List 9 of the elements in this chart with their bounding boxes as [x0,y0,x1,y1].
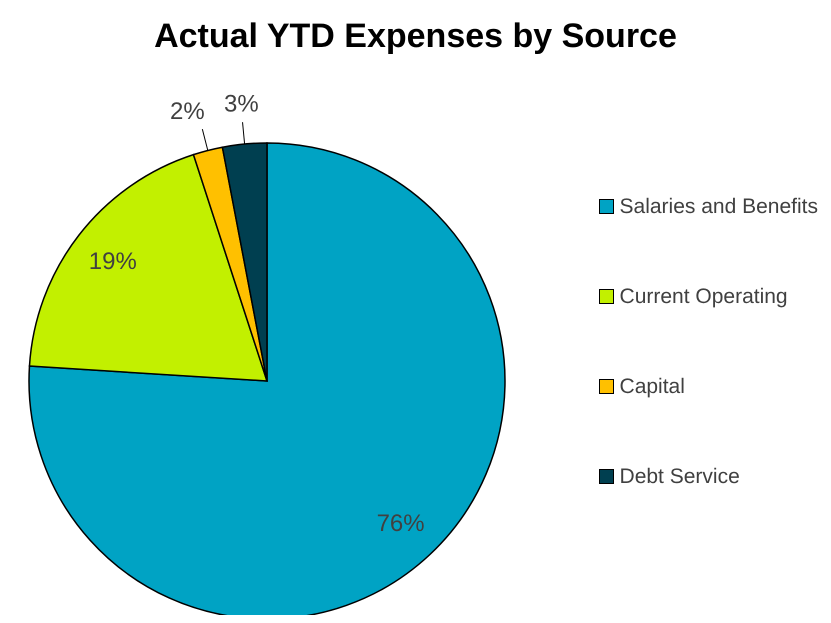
data-label: 2% [170,98,205,126]
legend-label: Current Operating [620,284,788,308]
legend-label: Debt Service [620,464,740,488]
data-label: 3% [224,90,259,118]
legend-label: Capital [620,374,685,398]
data-label: 19% [88,248,137,275]
data-label: 76% [376,510,425,537]
chart-title: Actual YTD Expenses by Source [153,16,678,57]
legend-label: Salaries and Benefits [620,194,818,218]
